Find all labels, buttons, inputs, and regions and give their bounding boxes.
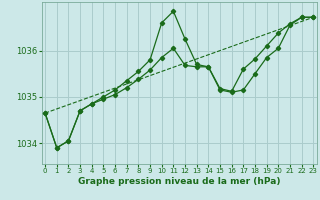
X-axis label: Graphe pression niveau de la mer (hPa): Graphe pression niveau de la mer (hPa) (78, 177, 280, 186)
